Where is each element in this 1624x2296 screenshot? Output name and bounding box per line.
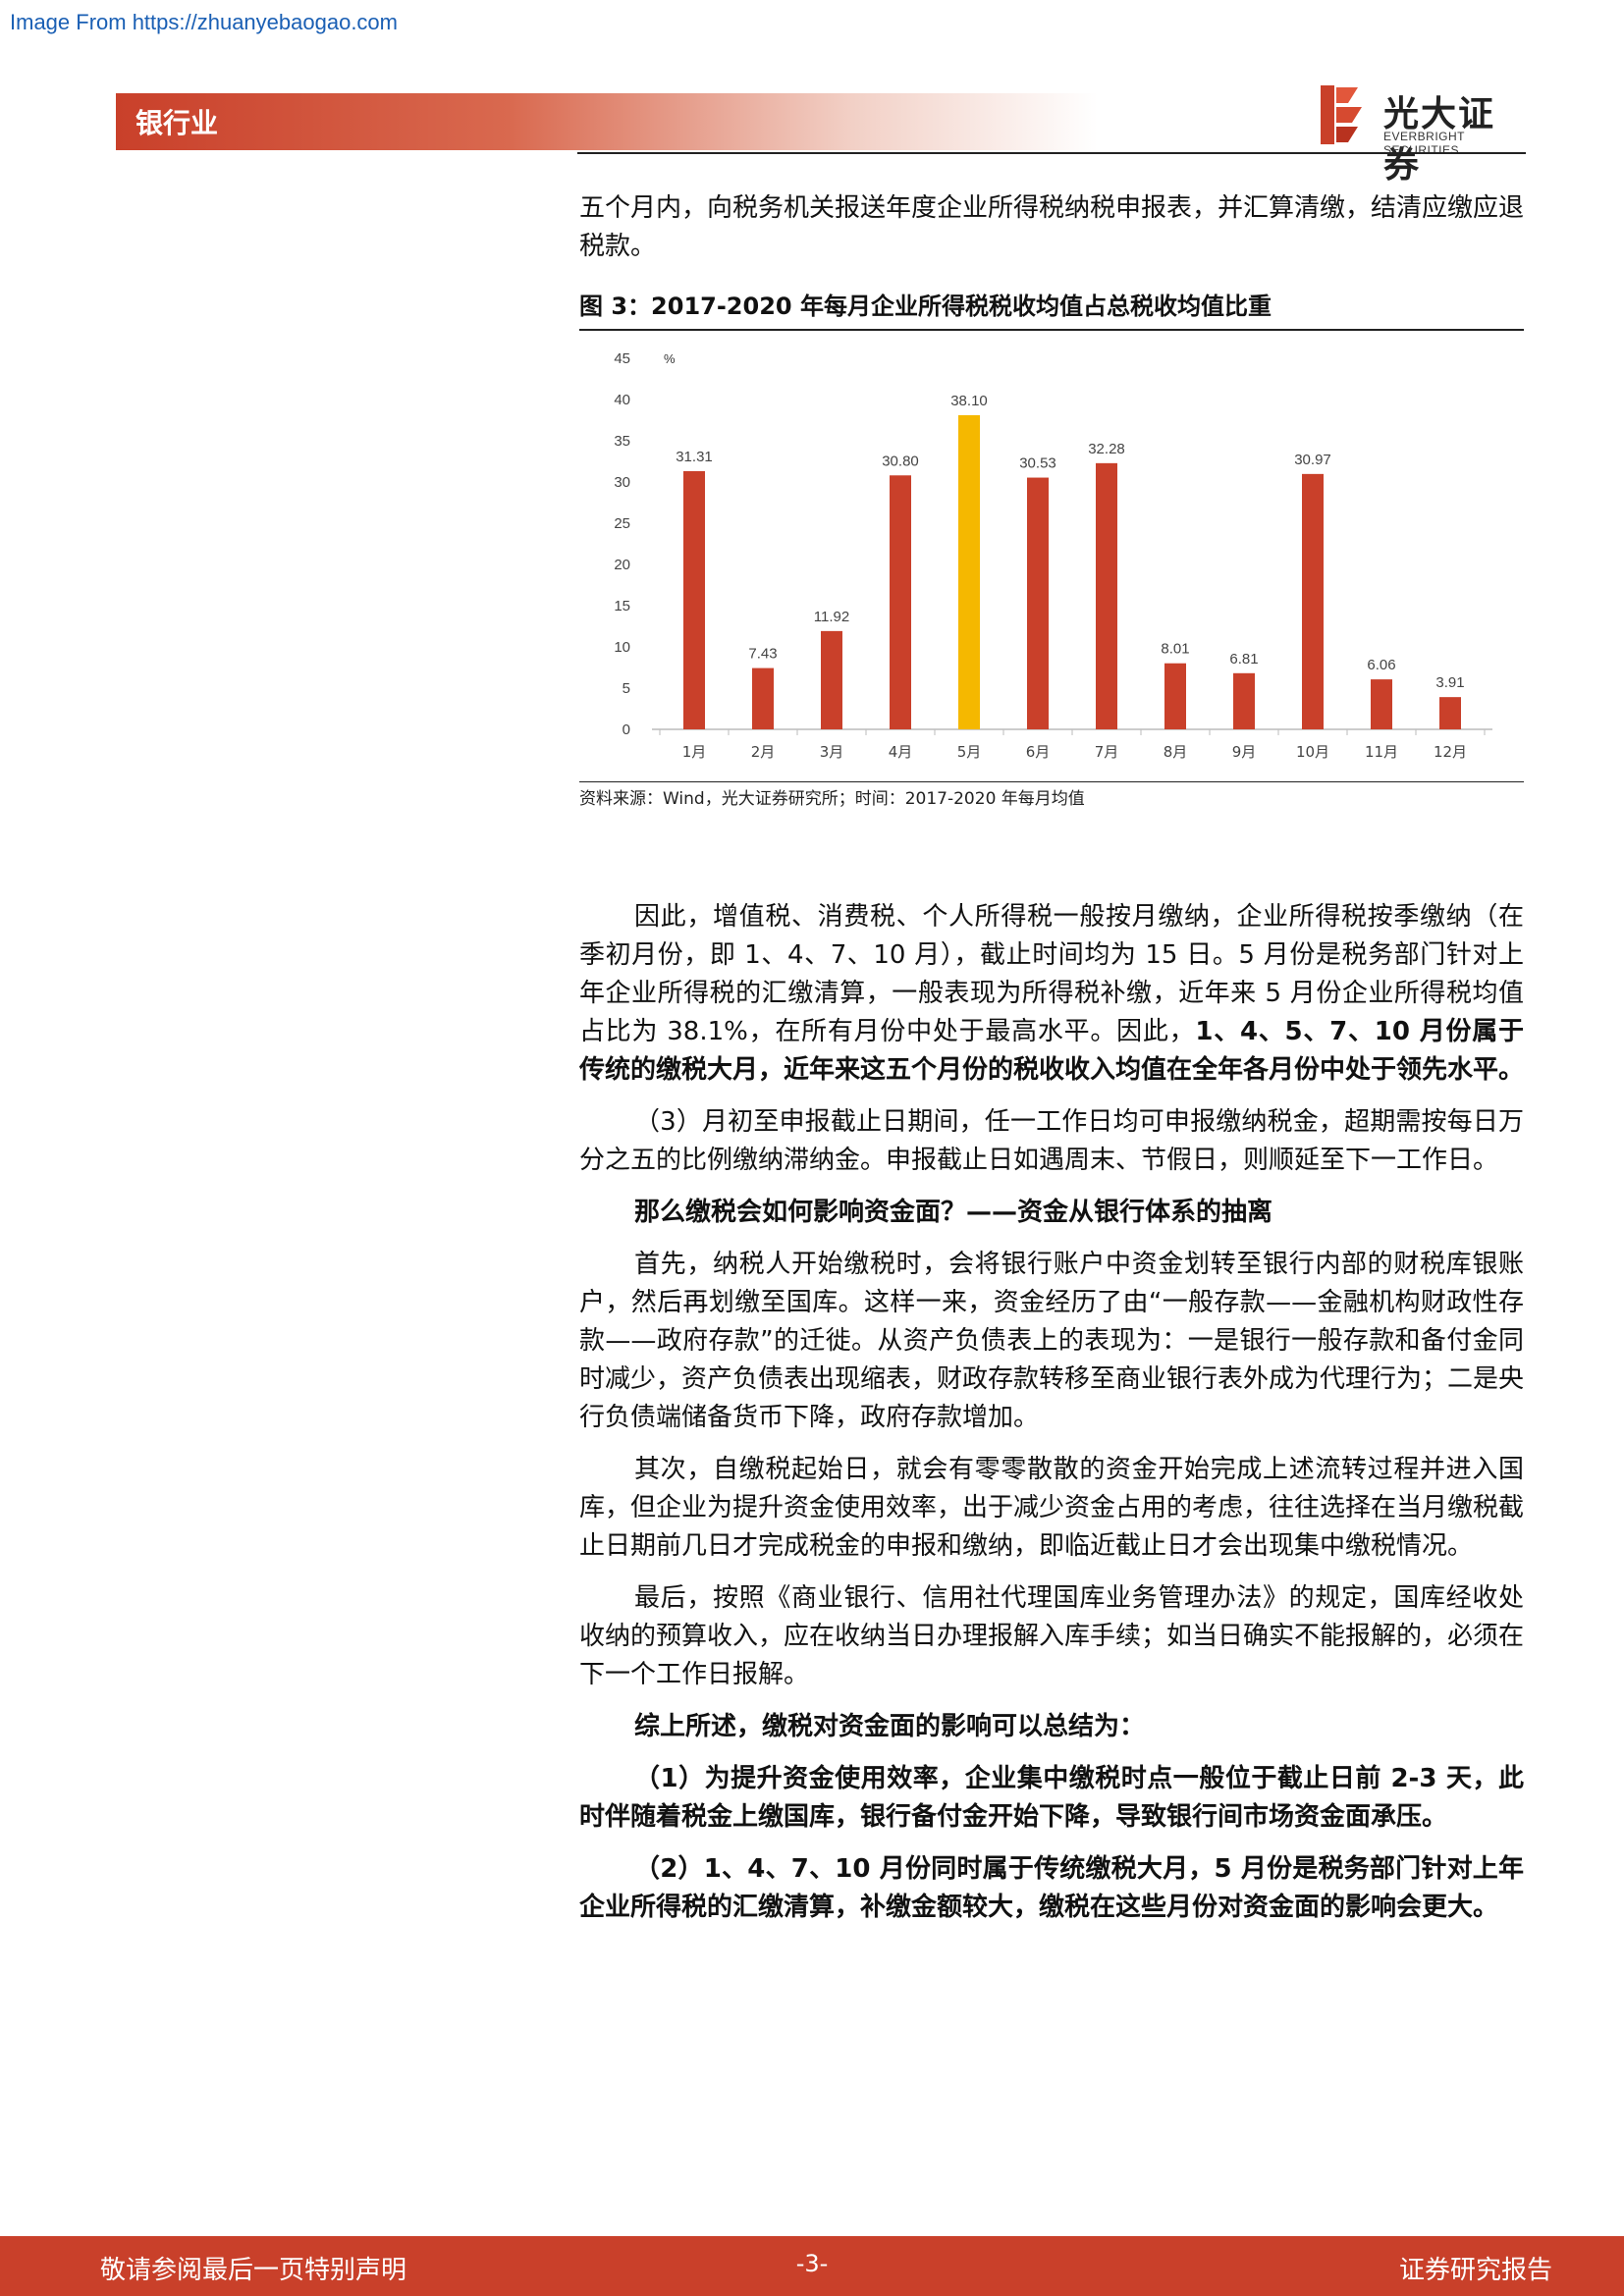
summary-point-2: （2）1、4、7、10 月份同时属于传统缴税大月，5 月份是税务部门针对上年企业… bbox=[579, 1854, 1524, 1922]
paragraph-1-bold: 1、4、5、7、10 月份属于传统的缴税大月，近年来这五个月份的税收收入均值在全… bbox=[579, 1017, 1525, 1085]
y-unit-label: % bbox=[664, 351, 676, 366]
paragraph-1-text: 因此，增值税、消费税、个人所得税一般按月缴纳，企业所得税按季缴纳（在季初月份，即… bbox=[579, 902, 1524, 1046]
header-band bbox=[116, 93, 1098, 150]
paragraph-1: 因此，增值税、消费税、个人所得税一般按月缴纳，企业所得税按季缴纳（在季初月份，即… bbox=[579, 898, 1524, 1090]
x-tick-label: 7月 bbox=[1095, 743, 1119, 761]
x-tick-label: 6月 bbox=[1026, 743, 1051, 761]
bar bbox=[683, 470, 705, 729]
bar bbox=[1371, 679, 1392, 729]
summary-heading: 综上所述，缴税对资金面的影响可以总结为： bbox=[634, 1712, 1146, 1741]
data-label: 3.91 bbox=[1435, 674, 1464, 691]
x-tick-label: 10月 bbox=[1296, 743, 1329, 761]
data-label: 30.97 bbox=[1294, 452, 1331, 468]
data-label: 32.28 bbox=[1088, 441, 1125, 457]
bar bbox=[821, 630, 842, 729]
x-tick-label: 2月 bbox=[751, 743, 776, 761]
header-rule bbox=[577, 152, 1526, 154]
data-label: 6.06 bbox=[1367, 657, 1395, 673]
bar bbox=[1164, 663, 1186, 729]
footer-bar: 敬请参阅最后一页特别声明 -3- 证券研究报告 bbox=[0, 2236, 1624, 2296]
section-heading: 那么缴税会如何影响资金面？——资金从银行体系的抽离 bbox=[634, 1198, 1273, 1227]
y-tick-label: 15 bbox=[614, 598, 630, 614]
body-text: 因此，增值税、消费税、个人所得税一般按月缴纳，企业所得税按季缴纳（在季初月份，即… bbox=[579, 898, 1524, 1927]
summary-point-1: （1）为提升资金使用效率，企业集中缴税时点一般位于截止日前 2-3 天，此时伴随… bbox=[579, 1764, 1524, 1832]
figure-title: 图 3：2017-2020 年每月企业所得税税收均值占总税收均值比重 bbox=[579, 287, 1524, 331]
y-tick-label: 25 bbox=[614, 515, 630, 532]
data-label: 31.31 bbox=[676, 449, 713, 465]
x-tick-label: 9月 bbox=[1232, 743, 1257, 761]
bar bbox=[890, 475, 911, 729]
x-tick-label: 1月 bbox=[682, 743, 707, 761]
paragraph-5: 其次，自缴税起始日，就会有零零散散的资金开始完成上述流转过程并进入国库，但企业为… bbox=[579, 1455, 1525, 1561]
bar bbox=[752, 667, 774, 729]
bar bbox=[1439, 697, 1461, 729]
y-tick-label: 35 bbox=[614, 433, 630, 450]
x-tick-label: 8月 bbox=[1164, 743, 1188, 761]
x-tick-label: 5月 bbox=[957, 743, 982, 761]
y-tick-label: 30 bbox=[614, 474, 630, 491]
bar-chart: 0 5 10 15 20 25 30 35 40 45 % 31.31 1月 7.43 2月 11.92 3月 3… bbox=[614, 350, 1492, 761]
footer-disclaimer: 敬请参阅最后一页特别声明 bbox=[100, 2256, 407, 2285]
y-tick-label: 40 bbox=[614, 392, 630, 408]
paragraph-2: （3）月初至申报截止日期间，任一工作日均可申报缴纳税金，超期需按每日万分之五的比… bbox=[579, 1107, 1524, 1175]
y-tick-label: 0 bbox=[623, 721, 630, 738]
intro: 五个月内，向税务机关报送年度企业所得税纳税申报表，并汇算清缴，结清应缴应退税款。 bbox=[579, 189, 1524, 266]
data-label: 6.81 bbox=[1229, 651, 1258, 667]
paragraph-4: 首先，纳税人开始缴税时，会将银行账户中资金划转至银行内部的财税库银账户，然后再划… bbox=[579, 1250, 1525, 1432]
x-tick-label: 11月 bbox=[1365, 743, 1398, 761]
paragraph-6: 最后，按照《商业银行、信用社代理国库业务管理办法》的规定，国库经收处收纳的预算收… bbox=[579, 1583, 1525, 1689]
y-tick-label: 20 bbox=[614, 557, 630, 573]
data-label: 11.92 bbox=[814, 609, 849, 625]
data-label: 8.01 bbox=[1161, 641, 1189, 658]
bar bbox=[1096, 462, 1117, 729]
bar bbox=[958, 414, 980, 729]
chart-bottom-rule bbox=[579, 781, 1524, 782]
data-label: 30.53 bbox=[1019, 455, 1056, 472]
section-label: 银行业 bbox=[135, 107, 219, 139]
everbright-logo-icon bbox=[1321, 85, 1362, 144]
intro-paragraph: 五个月内，向税务机关报送年度企业所得税纳税申报表，并汇算清缴，结清应缴应退税款。 bbox=[579, 193, 1525, 261]
y-tick-label: 5 bbox=[623, 680, 630, 697]
logo-cn-text: 光大证券 bbox=[1383, 94, 1496, 186]
bar bbox=[1027, 477, 1049, 729]
page-number: -3- bbox=[795, 2250, 829, 2277]
bar bbox=[1302, 473, 1324, 729]
y-tick-label: 45 bbox=[614, 350, 630, 367]
data-label: 38.10 bbox=[950, 393, 988, 409]
y-tick-label: 10 bbox=[614, 639, 630, 656]
footer-report-type: 证券研究报告 bbox=[1398, 2256, 1552, 2285]
x-tick-label: 12月 bbox=[1434, 743, 1467, 761]
x-tick-label: 3月 bbox=[820, 743, 844, 761]
x-tick-label: 4月 bbox=[889, 743, 913, 761]
data-label: 30.80 bbox=[882, 453, 919, 469]
watermark-url: Image From https://zhuanyebaogao.com bbox=[10, 10, 398, 34]
company-logo: 光大证券 EVERBRIGHT SECURITIES bbox=[1319, 83, 1525, 186]
data-label: 7.43 bbox=[748, 646, 777, 663]
figure-source: 资料来源：Wind，光大证券研究所；时间：2017-2020 年每月均值 bbox=[579, 789, 1085, 809]
bar bbox=[1233, 672, 1255, 729]
